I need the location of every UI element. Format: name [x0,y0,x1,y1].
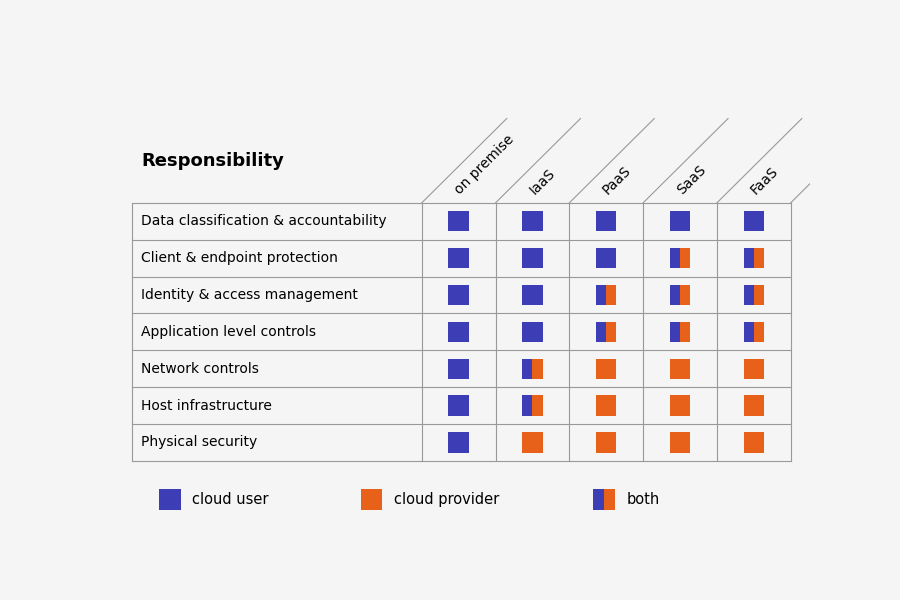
Text: Physical security: Physical security [141,436,257,449]
Text: Application level controls: Application level controls [141,325,316,339]
Bar [448,322,469,342]
Text: PaaS: PaaS [600,163,634,197]
Bar [159,488,181,510]
Bar [596,248,617,268]
Bar [670,211,690,232]
Bar [522,359,533,379]
Bar [448,359,469,379]
Text: Network controls: Network controls [141,362,259,376]
Bar [596,432,617,452]
Bar [743,359,764,379]
Bar [670,359,690,379]
Bar [670,395,690,416]
Bar [522,248,543,268]
Text: cloud user: cloud user [193,492,269,507]
Bar [522,395,533,416]
Bar [596,211,617,232]
Bar [743,322,753,342]
Text: Responsibility: Responsibility [141,152,284,170]
Bar [753,285,764,305]
Text: Client & endpoint protection: Client & endpoint protection [141,251,338,265]
Bar [753,248,764,268]
Bar [680,322,690,342]
Bar [607,285,616,305]
Bar [448,285,469,305]
Bar [522,285,543,305]
Bar [596,322,607,342]
Bar [522,322,543,342]
Text: on premise: on premise [453,132,518,197]
Text: Data classification & accountability: Data classification & accountability [141,214,387,229]
Bar [596,359,617,379]
Text: cloud provider: cloud provider [394,492,500,507]
Text: FaaS: FaaS [748,164,781,197]
Bar [448,248,469,268]
Bar [680,248,690,268]
Bar [533,359,543,379]
Bar [596,395,617,416]
Bar [448,211,469,232]
Bar [753,322,764,342]
Bar [743,211,764,232]
Bar [743,285,753,305]
Text: SaaS: SaaS [674,162,708,197]
Bar [670,322,680,342]
Bar [670,285,680,305]
Bar [680,285,690,305]
Bar [448,395,469,416]
Bar [448,432,469,452]
Bar [743,395,764,416]
Bar [522,432,543,452]
Bar [670,432,690,452]
Text: Host infrastructure: Host infrastructure [141,398,272,413]
Text: IaaS: IaaS [526,166,557,197]
Bar [533,395,543,416]
Bar [743,248,753,268]
Bar [596,285,607,305]
Text: Identity & access management: Identity & access management [141,288,358,302]
Bar [604,488,615,510]
Text: both: both [626,492,660,507]
Bar [743,432,764,452]
Bar [593,488,604,510]
Bar [670,248,680,268]
Bar [522,211,543,232]
Bar [607,322,616,342]
Bar [361,488,382,510]
